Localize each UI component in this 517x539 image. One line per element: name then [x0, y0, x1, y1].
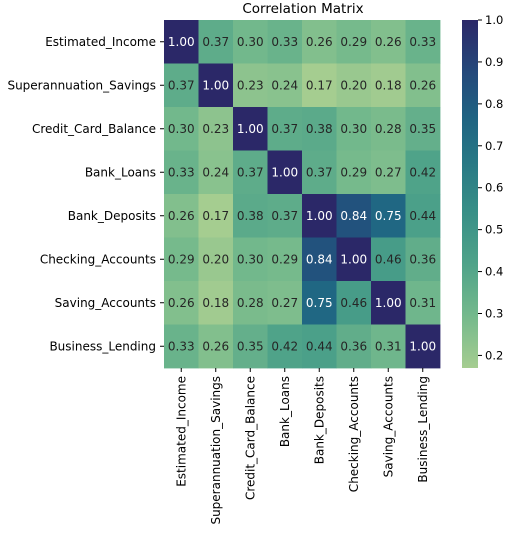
- cell-value-label: 1.00: [340, 252, 367, 266]
- cell-value-label: 0.37: [306, 165, 333, 179]
- cell-value-label: 0.30: [340, 122, 367, 136]
- x-tick-label: Credit_Card_Balance: [243, 376, 257, 500]
- colorbar: 0.2 0.3 0.4 0.5 0.6 0.7 0.8 0.9 1.0: [462, 13, 503, 368]
- cell-value-label: 0.23: [202, 122, 229, 136]
- cell-value-label: 0.84: [306, 252, 333, 266]
- y-tick-label: Business_Lending: [49, 339, 156, 353]
- colorbar-tick-label: 0.3: [485, 306, 503, 320]
- cell-value-label: 0.42: [271, 339, 298, 353]
- cell-value-label: 0.28: [375, 122, 402, 136]
- cell-value-label: 1.00: [306, 209, 333, 223]
- colorbar-tick-label: 0.9: [485, 55, 503, 69]
- cell-value-label: 0.44: [409, 209, 436, 223]
- cell-value-label: 0.29: [340, 165, 367, 179]
- colorbar-tick-label: 0.6: [485, 181, 503, 195]
- cell-value-label: 0.18: [202, 296, 229, 310]
- cell-value-label: 0.38: [237, 209, 264, 223]
- x-tick-label: Checking_Accounts: [347, 376, 361, 492]
- x-tick-label: Superannuation_Savings: [209, 376, 223, 525]
- cell-value-label: 0.23: [237, 78, 264, 92]
- cell-value-label: 0.84: [340, 209, 367, 223]
- cell-value-label: 0.46: [340, 296, 367, 310]
- cell-value-label: 1.00: [271, 165, 298, 179]
- cell-value-label: 0.17: [202, 209, 229, 223]
- cell-value-label: 0.37: [237, 165, 264, 179]
- cell-value-label: 0.17: [306, 78, 333, 92]
- cell-value-label: 0.37: [271, 122, 298, 136]
- cell-value-label: 0.33: [168, 165, 195, 179]
- cell-value-label: 0.24: [271, 78, 298, 92]
- x-tick-label: Business_Lending: [416, 376, 430, 483]
- cell-value-label: 1.00: [168, 35, 195, 49]
- cell-value-label: 0.31: [375, 339, 402, 353]
- cell-value-label: 0.29: [168, 252, 195, 266]
- x-tick-label: Bank_Deposits: [312, 376, 326, 464]
- cell-value-label: 0.46: [375, 252, 402, 266]
- y-tick-label: Bank_Deposits: [68, 209, 156, 223]
- x-tick-label: Saving_Accounts: [381, 376, 395, 477]
- y-tick-label: Bank_Loans: [85, 165, 156, 179]
- cell-value-label: 0.35: [409, 122, 436, 136]
- cell-value-label: 0.33: [409, 35, 436, 49]
- heatmap-cells: [164, 20, 440, 368]
- cell-value-label: 0.75: [306, 296, 333, 310]
- chart-title: Correlation Matrix: [242, 1, 363, 17]
- cell-value-label: 0.30: [237, 35, 264, 49]
- colorbar-tick-label: 0.2: [485, 348, 503, 362]
- cell-value-label: 0.28: [237, 296, 264, 310]
- cell-value-label: 0.36: [409, 252, 436, 266]
- colorbar-tick-label: 0.7: [485, 139, 503, 153]
- colorbar-gradient: [462, 20, 478, 368]
- cell-value-label: 0.33: [271, 35, 298, 49]
- colorbar-tick-label: 0.8: [485, 97, 503, 111]
- cell-value-label: 0.37: [168, 78, 195, 92]
- cell-value-label: 0.26: [375, 35, 402, 49]
- y-tick-label: Checking_Accounts: [40, 252, 156, 266]
- cell-value-label: 0.26: [168, 296, 195, 310]
- cell-value-label: 0.36: [340, 339, 367, 353]
- cell-value-label: 0.20: [340, 78, 367, 92]
- cell-value-label: 1.00: [237, 122, 264, 136]
- cell-value-label: 0.26: [168, 209, 195, 223]
- cell-value-label: 1.00: [375, 296, 402, 310]
- cell-value-label: 0.26: [306, 35, 333, 49]
- y-tick-label: Estimated_Income: [45, 35, 156, 49]
- x-axis: Estimated_Income Superannuation_Savings Cr…: [174, 368, 430, 525]
- cell-value-label: 0.37: [271, 209, 298, 223]
- y-axis: Estimated_Income Superannuation_Savings Cr…: [7, 35, 164, 354]
- cell-value-label: 0.75: [375, 209, 402, 223]
- cell-value-label: 0.38: [306, 122, 333, 136]
- cell-value-label: 0.27: [271, 296, 298, 310]
- cell-value-label: 1.00: [409, 339, 436, 353]
- cell-value-label: 0.30: [168, 122, 195, 136]
- y-tick-label: Superannuation_Savings: [7, 78, 156, 92]
- colorbar-tick-label: 0.4: [485, 265, 503, 279]
- cell-value-label: 0.29: [271, 252, 298, 266]
- cell-value-label: 0.35: [237, 339, 264, 353]
- y-tick-label: Saving_Accounts: [55, 296, 156, 310]
- cell-value-label: 0.42: [409, 165, 436, 179]
- cell-value-label: 0.20: [202, 252, 229, 266]
- y-tick-label: Credit_Card_Balance: [32, 122, 156, 136]
- cell-value-label: 0.30: [237, 252, 264, 266]
- cell-value-label: 0.31: [409, 296, 436, 310]
- cell-value-label: 0.29: [340, 35, 367, 49]
- cell-value-label: 0.33: [168, 339, 195, 353]
- x-tick-label: Bank_Loans: [278, 376, 292, 447]
- cell-value-label: 0.26: [202, 339, 229, 353]
- cell-value-label: 0.18: [375, 78, 402, 92]
- cell-value-label: 0.27: [375, 165, 402, 179]
- cell-value-label: 0.44: [306, 339, 333, 353]
- colorbar-tick-label: 0.5: [485, 223, 503, 237]
- cell-value-label: 0.37: [202, 35, 229, 49]
- cell-value-label: 0.24: [202, 165, 229, 179]
- cell-value-label: 0.26: [409, 78, 436, 92]
- x-tick-label: Estimated_Income: [174, 376, 188, 487]
- cell-value-label: 1.00: [202, 78, 229, 92]
- colorbar-tick-label: 1.0: [485, 13, 503, 27]
